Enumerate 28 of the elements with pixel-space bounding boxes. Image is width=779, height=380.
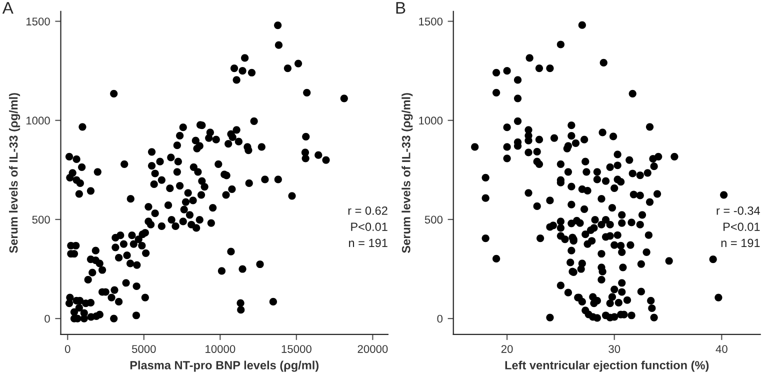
x-axis-title: Plasma NT-pro BNP levels (ρg/ml) xyxy=(130,360,319,372)
x-tick-label: 40 xyxy=(716,345,728,353)
y-tick-label: 0 xyxy=(437,314,443,323)
annotation: r = -0.34 xyxy=(716,206,760,215)
y-axis-title: Serum levels of IL-33 (ρg/ml) xyxy=(9,93,20,253)
x-tick-label: 30 xyxy=(608,345,620,353)
y-tick-label: 0 xyxy=(44,314,50,323)
x-tick-label: 20000 xyxy=(358,345,388,353)
annotation: n = 191 xyxy=(349,238,388,248)
chart-title: B xyxy=(396,2,406,14)
y-tick-label: 500 xyxy=(32,216,50,224)
y-tick-label: 1000 xyxy=(419,116,443,125)
x-tick-label: 15000 xyxy=(282,345,312,353)
x-tick-label: 20 xyxy=(501,345,513,353)
annotation: r = 0.62 xyxy=(348,206,388,215)
x-tick-label: 0 xyxy=(64,345,70,353)
y-tick-label: 1500 xyxy=(26,18,50,26)
y-axis-title: Serum levels of IL-33 (ρg/ml) xyxy=(402,93,413,253)
x-tick-label: 10000 xyxy=(206,345,236,353)
annotation: P<0.01 xyxy=(724,222,760,231)
y-tick-label: 1000 xyxy=(26,116,50,125)
annotation: P<0.01 xyxy=(351,222,388,231)
y-tick-label: 500 xyxy=(424,216,443,224)
annotation: n = 191 xyxy=(721,238,760,248)
x-tick-label: 5000 xyxy=(132,345,156,353)
chart-title: A xyxy=(2,2,14,14)
x-axis-title: Left ventricular ejection function (%) xyxy=(505,360,709,372)
y-tick-label: 1500 xyxy=(419,18,443,26)
